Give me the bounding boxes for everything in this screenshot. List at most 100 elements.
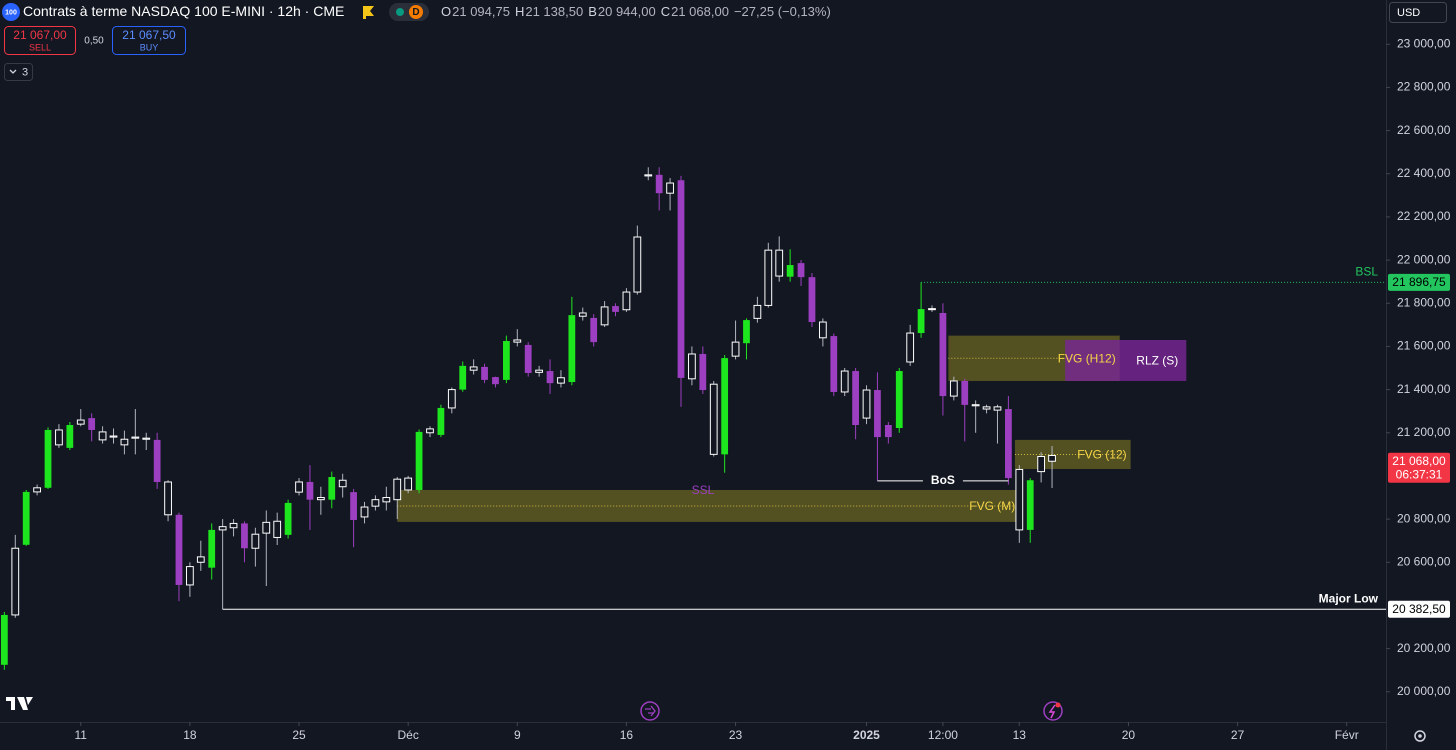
candle-body (447, 389, 456, 409)
price-tag-label: 21 068,00 (1392, 454, 1446, 468)
candle-body (786, 265, 794, 277)
event-glyph (1048, 704, 1056, 719)
candle-body (55, 429, 63, 446)
ohlc-value: 21 094,75 (452, 4, 510, 19)
candle-body (66, 424, 74, 448)
candle-body (644, 174, 653, 177)
event-icon[interactable] (640, 701, 660, 721)
price-tag-label: 21 896,75 (1392, 275, 1446, 289)
candle-body (142, 437, 151, 440)
y-tick-label: 22 800,00 (1397, 80, 1451, 94)
y-tick-label: 22 600,00 (1397, 123, 1451, 137)
x-tick-label: 23 (729, 728, 743, 742)
y-tick-label: 22 200,00 (1397, 209, 1451, 223)
buy-button[interactable] (112, 26, 186, 55)
x-tick-label: 20 (1122, 728, 1136, 742)
currency-button[interactable] (1389, 2, 1447, 23)
candle-body (360, 506, 369, 518)
candle-body (251, 533, 260, 549)
indicators-toggle[interactable] (4, 63, 33, 81)
candle-body (830, 336, 838, 392)
ohlc-key: H (515, 4, 524, 19)
candle-body (1048, 454, 1056, 462)
buy-label: BUY (140, 42, 159, 52)
candle-body (218, 526, 227, 531)
zone-label: FVG (H12) (1058, 351, 1116, 365)
candle-body (33, 487, 41, 493)
candle-body (44, 429, 52, 488)
symbol-title[interactable]: Contrats à terme NASDAQ 100 E-MINI · 12h… (23, 3, 344, 19)
candle-body (524, 344, 532, 373)
settings-icon[interactable] (1414, 730, 1426, 742)
y-tick-label: 21 600,00 (1397, 339, 1451, 353)
candle-body (709, 383, 718, 455)
candle-body (481, 366, 488, 380)
candle-body (600, 306, 609, 326)
level-label: BoS (931, 473, 955, 487)
candle-body (622, 291, 631, 311)
price-tag-timer: 06:37:31 (1396, 467, 1443, 481)
candle-body (328, 477, 336, 500)
y-tick-label: 21 800,00 (1397, 295, 1451, 309)
candle-body (98, 431, 107, 441)
candle-body (949, 380, 958, 397)
sell-label: SELL (29, 42, 51, 52)
candle-body (492, 377, 499, 385)
x-tick-label: Déc (397, 728, 418, 742)
price-tag (1388, 452, 1450, 483)
candle-body (350, 492, 357, 520)
candle-body (1037, 456, 1046, 473)
candle-body (196, 556, 205, 563)
x-tick-label: 12:00 (928, 728, 958, 742)
candle-body (590, 317, 598, 343)
buy-price: 21 067,50 (122, 28, 176, 42)
candle-body (971, 404, 980, 407)
event-glyph (645, 705, 656, 717)
event-icon[interactable] (1043, 701, 1063, 721)
zone (397, 489, 1020, 522)
y-tick-label: 22 400,00 (1397, 166, 1451, 180)
candle-body (633, 236, 642, 293)
candle-body (273, 520, 282, 538)
candle-body (578, 312, 587, 317)
candle-body (306, 481, 314, 500)
y-tick-label: 21 200,00 (1397, 425, 1451, 439)
ohlc-value: 21 138,50 (525, 4, 583, 19)
axes: 20 000,00 20 200,00 20 600,00 20 800,00 21 2… (75, 36, 1451, 742)
flag-icon[interactable] (363, 6, 374, 19)
ohlc-key: C (661, 4, 670, 19)
candle-body (22, 491, 30, 545)
candle-body (775, 249, 784, 277)
y-tick-label: 20 000,00 (1397, 684, 1451, 698)
tv-logo[interactable] (6, 697, 33, 710)
sell-price: 21 067,00 (13, 28, 67, 42)
candle-body (469, 366, 478, 371)
sell-button[interactable] (4, 26, 76, 55)
candle-body (862, 389, 871, 419)
change: −27,25 (−0,13%) (734, 4, 831, 19)
candle-body (895, 371, 903, 429)
candle-body (0, 614, 8, 665)
symbol-logo (2, 3, 20, 21)
candle-body (437, 407, 445, 435)
candle-body (666, 182, 674, 194)
footer-icons (6, 697, 1426, 742)
candle-body (120, 438, 129, 446)
ohlc-value: 20 944,00 (598, 4, 656, 19)
session-dot (409, 5, 423, 19)
zone-label: RLZ (S) (1136, 354, 1178, 368)
price-tag (1388, 600, 1450, 618)
price-tag-label: 20 382,50 (1392, 602, 1446, 616)
candle-body (535, 369, 544, 373)
candle-body (993, 406, 1002, 411)
candle-body (874, 390, 881, 438)
candle-body (186, 566, 194, 586)
symbol-badge: 100 (5, 9, 17, 16)
candle-body (731, 341, 740, 357)
y-tick-label: 20 600,00 (1397, 554, 1451, 568)
x-tick-label: 11 (75, 728, 88, 742)
candle-body (208, 529, 216, 568)
candle-body (753, 304, 762, 319)
